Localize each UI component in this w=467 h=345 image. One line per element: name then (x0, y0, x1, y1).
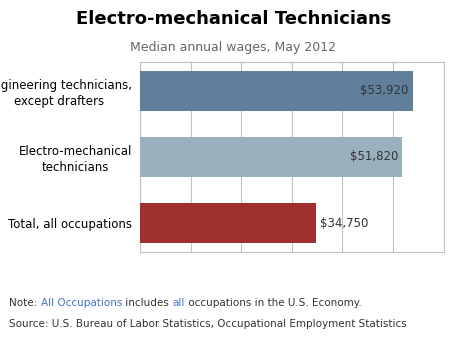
Text: includes: includes (122, 298, 172, 308)
Text: $53,920: $53,920 (361, 84, 409, 97)
Text: Electro-mechanical Technicians: Electro-mechanical Technicians (76, 10, 391, 28)
Text: all: all (172, 298, 184, 308)
Text: Note:: Note: (9, 298, 41, 308)
Text: $34,750: $34,750 (320, 217, 368, 230)
Text: All Occupations: All Occupations (41, 298, 122, 308)
Text: $51,820: $51,820 (350, 150, 398, 164)
Text: Source: U.S. Bureau of Labor Statistics, Occupational Employment Statistics: Source: U.S. Bureau of Labor Statistics,… (9, 319, 407, 329)
Text: occupations in the U.S. Economy.: occupations in the U.S. Economy. (184, 298, 361, 308)
Text: Median annual wages, May 2012: Median annual wages, May 2012 (130, 41, 337, 55)
Bar (140, 204, 316, 243)
Bar (140, 71, 413, 110)
Bar (140, 137, 402, 177)
